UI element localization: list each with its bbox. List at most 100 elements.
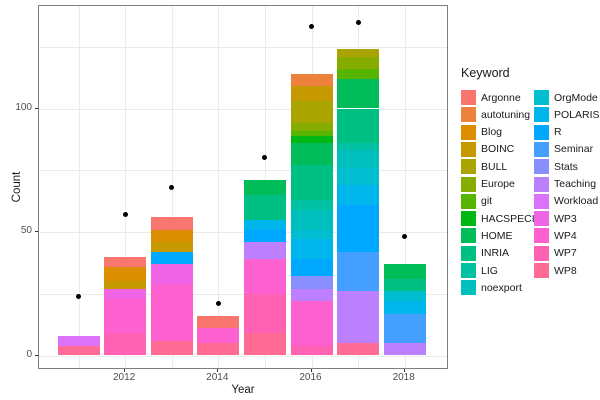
bar-segment-2017-Teaching (337, 291, 380, 344)
gridline-vertical (404, 6, 406, 368)
legend-swatch-Argonne (461, 90, 476, 105)
legend-swatch-BOINC (461, 141, 476, 157)
bar-segment-2017-Europe (337, 56, 380, 69)
bar-segment-2014-WP8 (197, 343, 240, 356)
bar-segment-2013-R (150, 251, 193, 265)
bar-segment-2017-LIG (337, 143, 380, 151)
bar-segment-2016-LIG (290, 199, 333, 210)
bar-segment-2016-HACSPECIS (290, 135, 333, 144)
bar-segment-2015-WP7 (243, 293, 286, 334)
bar-segment-2018-POLARIS (383, 301, 426, 314)
legend-swatch-autotuning (461, 107, 476, 123)
legend-label: Stats (554, 160, 578, 173)
bar-segment-2017-POLARIS (337, 185, 380, 205)
legend-label: OrgMode (554, 91, 598, 104)
legend-swatch-WP4 (534, 228, 549, 244)
data-point-2018 (402, 234, 408, 240)
bar-segment-2017-OrgMode (337, 167, 380, 186)
bar-segment-2016-Stats (290, 276, 333, 289)
legend-label: R (554, 126, 562, 139)
bar-segment-2017-R (337, 204, 380, 252)
bar-segment-2012-BOINC (104, 281, 147, 289)
bar-segment-2012-WP7 (104, 333, 147, 356)
legend-label: git (481, 195, 493, 208)
bar-segment-2015-Teaching (243, 241, 286, 260)
legend-label: BOINC (481, 143, 515, 156)
legend-label: WP3 (554, 212, 577, 225)
legend-label: Seminar (554, 143, 594, 156)
legend-swatch-LIG (461, 263, 476, 278)
legend-swatch-INRIA (461, 245, 476, 261)
y-tick (35, 107, 38, 109)
data-point-2013 (169, 185, 175, 191)
gridline-vertical (78, 6, 80, 368)
gridline-vertical (125, 6, 127, 368)
bar-segment-2014-Argonne (197, 315, 240, 329)
bar-segment-2015-POLARIS (243, 219, 286, 230)
gridline-vertical (218, 6, 220, 368)
legend-swatch-WP7 (534, 245, 549, 261)
legend-label: noexport (481, 281, 522, 294)
bar-segment-2017-INRIA (337, 108, 380, 144)
bar-segment-2015-WP4 (243, 259, 286, 294)
bar-segment-2016-INRIA (290, 165, 333, 200)
bar-segment-2018-HOME (383, 264, 426, 279)
bar-segment-2013-WP3 (150, 264, 193, 284)
legend-label: Argonne (481, 91, 521, 104)
bar-segment-2018-Teaching (383, 343, 426, 356)
legend-label: POLARIS (554, 108, 600, 121)
bar-segment-2015-WP8 (243, 333, 286, 356)
gridline-horizontal (39, 293, 447, 295)
bar-segment-2016-Europe (290, 123, 333, 131)
bar-segment-2016-BOINC (290, 86, 333, 102)
y-tick-label: 0 (26, 348, 32, 360)
gridline-horizontal (39, 46, 447, 48)
plot-panel (38, 5, 448, 369)
legend-swatch-OrgMode (534, 90, 549, 105)
x-tick-label: 2014 (206, 372, 229, 383)
bar-segment-2018-Seminar (383, 313, 426, 344)
data-point-2014 (215, 301, 221, 307)
bar-segment-2013-WP8 (150, 340, 193, 356)
bar-segment-2012-WP4 (104, 298, 147, 334)
bar-segment-2016-WP7 (290, 345, 333, 356)
bar-segment-2018-OrgMode (383, 291, 426, 302)
x-tick-label: 2016 (299, 372, 322, 383)
bar-segment-2017-BULL (337, 49, 380, 57)
bar-segment-2013-WP4 (150, 283, 193, 341)
legend-label: Teaching (554, 178, 597, 190)
legend-swatch-Teaching (534, 176, 549, 192)
legend-swatch-noexport (461, 280, 476, 296)
legend-swatch-Workload (534, 193, 549, 209)
bar-segment-2016-WP4 (290, 301, 333, 346)
data-point-2016 (309, 24, 314, 30)
legend-swatch-R (534, 124, 549, 140)
legend-swatch-WP3 (534, 211, 549, 227)
bar-segment-2015-HOME (243, 180, 286, 195)
bar-segment-2013-Blog (150, 229, 193, 242)
x-tick (217, 369, 219, 372)
bar-segment-2016-POLARIS (290, 239, 333, 260)
bar-segment-2017-Seminar (337, 251, 380, 292)
bar-segment-2017-noexport (337, 150, 380, 168)
data-point-2012 (122, 212, 128, 218)
bar-segment-2018-INRIA (383, 278, 426, 292)
legend-label: WP4 (554, 229, 577, 242)
legend-swatch-git (461, 193, 476, 209)
bar-segment-2011-Workload (57, 335, 100, 346)
y-axis-title: Count (11, 171, 23, 203)
legend-label: WP7 (554, 247, 577, 260)
legend-title: Keyword (461, 66, 510, 80)
legend-swatch-BULL (461, 159, 476, 175)
legend-swatch-HOME (461, 228, 476, 244)
legend-swatch-POLARIS (534, 107, 549, 123)
bar-segment-2016-R (290, 259, 333, 277)
legend-swatch-Europe (461, 176, 476, 192)
bar-segment-2016-BULL (290, 101, 333, 124)
bar-segment-2016-HOME (290, 143, 333, 166)
legend-label: HOME (481, 229, 513, 242)
bar-segment-2013-BOINC (150, 241, 193, 252)
bar-segment-2014-WP4 (197, 328, 240, 344)
bar-segment-2011-WP8 (57, 345, 100, 356)
